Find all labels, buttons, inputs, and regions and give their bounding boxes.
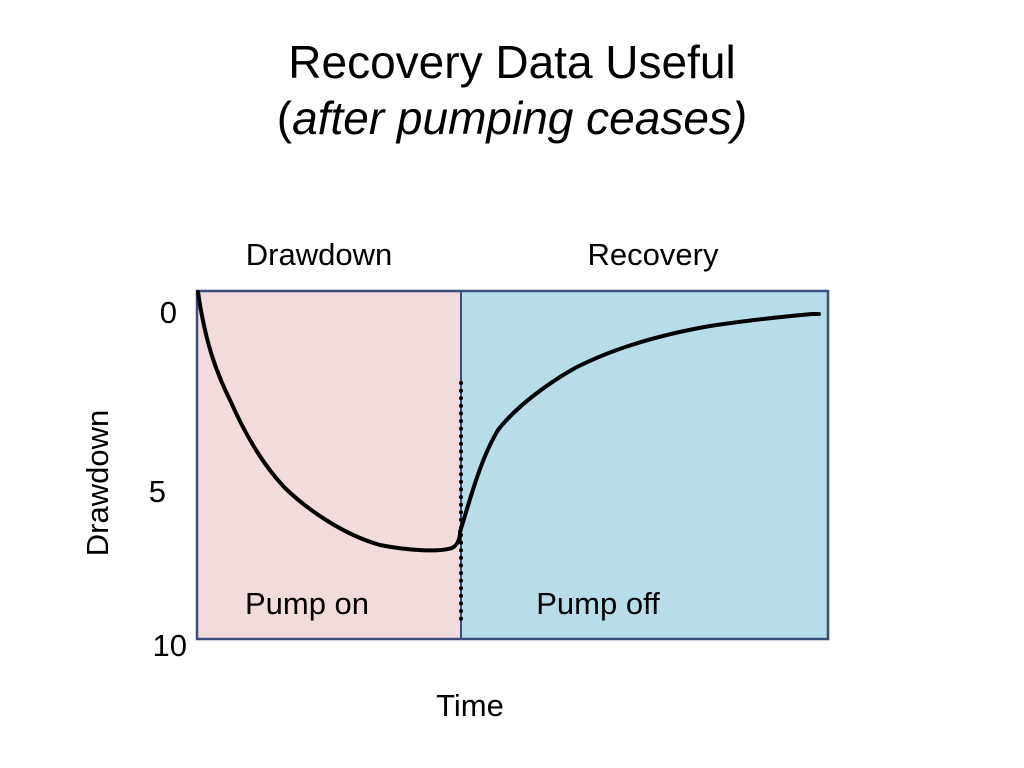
- recovery-curve: [458, 312, 821, 534]
- y-tick-0: 0: [160, 295, 177, 330]
- title-line-2-italic: after pumping ceases): [292, 92, 748, 144]
- title-line-2: (after pumping ceases): [0, 90, 1024, 146]
- x-axis-label: Time: [436, 688, 504, 723]
- pump-off-label: Pump off: [536, 586, 660, 621]
- y-tick-10: 10: [153, 628, 187, 663]
- slide-title: Recovery Data Useful (after pumping ceas…: [0, 34, 1024, 146]
- plot-frame: [195, 289, 830, 641]
- y-tick-5: 5: [149, 474, 166, 509]
- title-line-2-paren: (: [276, 92, 293, 144]
- title-line-1: Recovery Data Useful: [288, 36, 736, 88]
- pump-on-label: Pump on: [245, 586, 369, 621]
- drawdown-region-label: Drawdown: [246, 237, 392, 272]
- recovery-region-label: Recovery: [588, 237, 719, 272]
- drawdown-curve: [196, 290, 462, 553]
- y-axis-label: Drawdown: [80, 410, 115, 556]
- pump-on-region: [197, 291, 461, 639]
- pump-off-region: [461, 291, 828, 639]
